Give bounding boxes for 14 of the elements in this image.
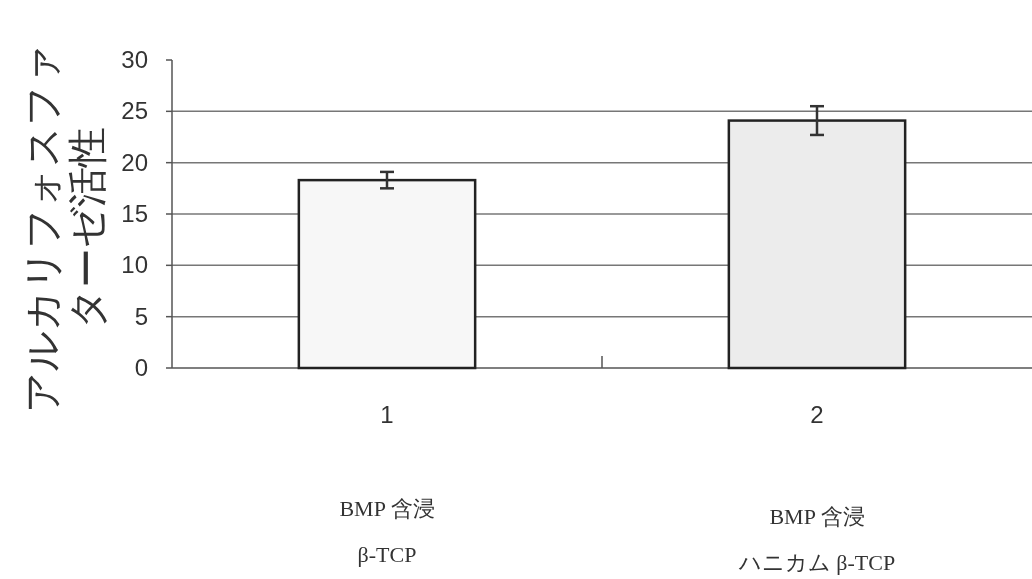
y-tick-label: 10 (121, 251, 148, 279)
text: β-TCP (357, 542, 417, 567)
x-tick-label: 1 (380, 401, 394, 428)
text: BMP 含浸 (769, 504, 865, 529)
y-tick-label: 5 (134, 302, 148, 330)
y-tick-label: 15 (121, 200, 148, 227)
text: ハニカム β-TCP (737, 550, 896, 575)
y-tick-label: 0 (134, 354, 148, 381)
x-tick-label: 2 (810, 401, 824, 428)
y-tick-label: 20 (121, 148, 148, 176)
y-axis-title: アルカリフォスファターゼ活性 (19, 42, 110, 415)
y-tick-label: 30 (121, 46, 148, 73)
y-tick-label: 25 (121, 97, 148, 125)
text: BMP 含浸 (339, 496, 435, 521)
